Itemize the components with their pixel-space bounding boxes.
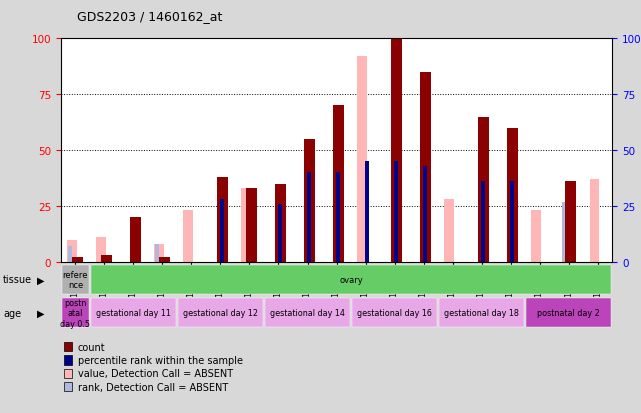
- Text: GDS2203 / 1460162_at: GDS2203 / 1460162_at: [77, 10, 222, 23]
- Text: percentile rank within the sample: percentile rank within the sample: [78, 355, 242, 365]
- Bar: [337, 173, 340, 262]
- Text: count: count: [78, 342, 105, 352]
- Bar: [67, 240, 76, 262]
- Text: ▶: ▶: [37, 275, 45, 285]
- Bar: [275, 184, 286, 262]
- Text: rank, Detection Call = ABSENT: rank, Detection Call = ABSENT: [78, 382, 228, 392]
- Bar: [242, 189, 251, 262]
- Bar: [526, 299, 611, 327]
- Bar: [444, 200, 454, 262]
- Bar: [159, 258, 170, 262]
- Bar: [183, 211, 192, 262]
- Bar: [565, 182, 576, 262]
- Bar: [91, 299, 176, 327]
- Bar: [72, 258, 83, 262]
- Bar: [62, 266, 88, 294]
- Bar: [304, 140, 315, 262]
- Bar: [391, 39, 402, 262]
- Text: gestational day 14: gestational day 14: [270, 309, 345, 317]
- Bar: [394, 162, 398, 262]
- Text: age: age: [3, 308, 21, 318]
- Bar: [478, 117, 489, 262]
- Bar: [217, 178, 228, 262]
- Bar: [420, 73, 431, 262]
- Bar: [510, 182, 514, 262]
- Text: postnatal day 2: postnatal day 2: [537, 309, 600, 317]
- Bar: [365, 162, 369, 262]
- Text: ▶: ▶: [37, 308, 45, 318]
- Text: ovary: ovary: [339, 275, 363, 284]
- Text: gestational day 16: gestational day 16: [357, 309, 432, 317]
- Bar: [246, 189, 257, 262]
- Text: gestational day 11: gestational day 11: [96, 309, 171, 317]
- Bar: [62, 299, 88, 327]
- Bar: [308, 173, 311, 262]
- Bar: [265, 299, 350, 327]
- Bar: [333, 106, 344, 262]
- Bar: [507, 128, 518, 262]
- Bar: [278, 204, 282, 262]
- Text: value, Detection Call = ABSENT: value, Detection Call = ABSENT: [78, 368, 233, 378]
- Text: gestational day 12: gestational day 12: [183, 309, 258, 317]
- Bar: [562, 202, 565, 262]
- Bar: [96, 238, 106, 262]
- Bar: [178, 299, 263, 327]
- Bar: [590, 180, 599, 262]
- Bar: [69, 247, 72, 262]
- Bar: [129, 218, 140, 262]
- Bar: [221, 200, 224, 262]
- Text: postn
atal
day 0.5: postn atal day 0.5: [60, 298, 90, 328]
- Bar: [155, 244, 159, 262]
- Bar: [531, 211, 541, 262]
- Bar: [439, 299, 524, 327]
- Bar: [424, 166, 427, 262]
- Text: tissue: tissue: [3, 275, 32, 285]
- Bar: [154, 244, 163, 262]
- Bar: [481, 182, 485, 262]
- Text: refere
nce: refere nce: [63, 270, 88, 290]
- Text: gestational day 18: gestational day 18: [444, 309, 519, 317]
- Bar: [358, 57, 367, 262]
- Bar: [352, 299, 437, 327]
- Bar: [101, 256, 112, 262]
